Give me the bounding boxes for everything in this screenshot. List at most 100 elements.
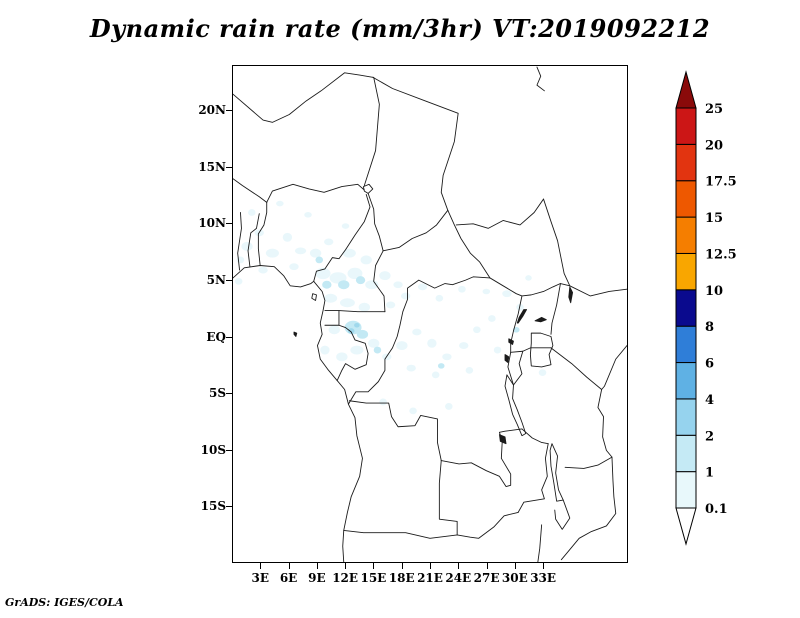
rain-shading-patch [309,248,322,258]
lat-tick-label: 15S [200,499,226,514]
lon-tick-mark [260,563,262,569]
ghana-togo-border-line [237,212,242,271]
kenya-tanzania-border-line [550,347,603,390]
colorbar-tick-label: 10 [705,284,723,299]
lat-tick-mark [226,280,232,282]
rain-shading-patch [379,398,387,406]
rain-shading-patch [406,364,416,372]
colorbar-bottom-arrow [675,507,697,546]
rain-shading-patch [417,283,428,291]
benin-nigeria-border-line [257,201,268,266]
lake-albert-outline [516,309,528,324]
colorbar-segment [675,180,697,218]
rain-shading-patch [385,301,396,309]
rain-shading-patch [368,338,380,348]
rain-shading-patch [289,263,299,271]
rain-shading-patch [373,346,382,354]
plot-area [232,65,628,563]
lat-tick-mark [226,393,232,395]
togo-benin-border-line [247,213,260,268]
lat-tick-mark [226,110,232,112]
lon-tick-label: 15E [360,571,387,585]
lat-tick-label: 20N [198,103,226,118]
colorbar-segment [675,362,697,400]
lon-tick-mark [345,563,347,569]
niger-chad-border-line [363,76,380,186]
lake-chad-outline [362,183,374,194]
rain-shading-patch [354,322,360,328]
colorbar-top-arrow [675,70,697,109]
chad-car-border-line [382,209,449,252]
rain-shading-patch [342,248,356,258]
rain-shading-patch [445,403,453,410]
colorbar-tick-label: 8 [705,320,714,335]
rain-shading-patch [341,223,350,229]
lon-tick-label: 3E [251,571,270,585]
car-south-sudan-border-line [447,209,491,279]
lake-victoria-outline [529,332,554,368]
colorbar-tick-label: 4 [705,393,714,408]
drc-uganda-border-line [510,295,523,353]
lake-turkana-outline [568,286,574,304]
rain-shading-patch [538,369,547,377]
colorbar-segment [675,107,697,145]
rain-shading-patch [427,338,437,348]
nile-river-line [536,66,545,92]
lon-tick-label: 27E [473,571,500,585]
malawi-mozambique-border-line [554,499,571,530]
lat-tick-label: 15N [198,159,226,174]
lat-tick-label: 5S [208,386,226,401]
angola-zambia-border-line [438,460,458,536]
colorbar-tick-label: 17.5 [705,175,737,190]
rain-shading-patch [393,281,403,289]
rain-shading-patch [360,255,372,265]
colorbar-tick-label: 0.1 [705,502,728,517]
colorbar-tick-label: 25 [705,102,723,117]
rain-shading-patch [265,248,279,258]
lake-tanganyika-outline [504,374,527,437]
rain-shading-patch [304,212,312,218]
rain-shading-patch [315,256,324,264]
rain-shading-patch [412,328,422,336]
colorbar-segment [675,471,697,509]
rain-shading-patch [482,288,491,295]
rain-shading-patch [431,371,440,379]
rain-shading-patch [435,294,444,302]
colorbar-tick-label: 6 [705,357,714,372]
colorbar: 0.1 1 2 4 6 8 10 12.5 15 17.5 20 25 [674,66,784,566]
rain-shading-patch [234,277,243,285]
figure-title: Dynamic rain rate (mm/3hr) VT:2019092212 [89,14,711,43]
atlantic-coastline-line [233,265,363,562]
lon-tick-mark [401,563,403,569]
equatorial-guinea-border-line [324,310,340,326]
rain-shading-patch [356,329,369,339]
angola-namibia-border-line [343,529,458,539]
lon-tick-label: 33E [530,571,557,585]
uganda-kenya-border-line [550,283,561,335]
gabon-congo-border-line [336,324,369,381]
rain-shading-patch [396,341,408,351]
rwanda-burundi-borders-line [507,350,524,386]
lat-tick-mark [226,166,232,168]
map-svg [233,66,627,562]
rain-shading-patch [365,280,379,290]
lon-tick-mark [543,563,545,569]
rain-shading-patch [241,241,253,251]
uganda-tanzania-border-line [510,347,552,353]
rain-shading-patch [442,353,452,361]
niger-nigeria-border-line [266,183,365,203]
rain-shading-patch [339,298,355,308]
lat-tick-mark [226,506,232,508]
rain-shading-patch [473,326,481,334]
libya-chad-sudan-border-line [372,76,459,211]
colorbar-tick-label: 20 [705,138,723,153]
lon-tick-mark [514,563,516,569]
lon-tick-label: 12E [332,571,359,585]
rain-shading-patch [355,276,366,285]
lon-tick-mark [430,563,431,569]
rain-shading-patch [488,315,496,322]
rain-shading-patch [458,285,466,293]
lon-tick-label: 24E [445,571,472,585]
south-sudan-ethiopia-border-line [543,198,571,287]
